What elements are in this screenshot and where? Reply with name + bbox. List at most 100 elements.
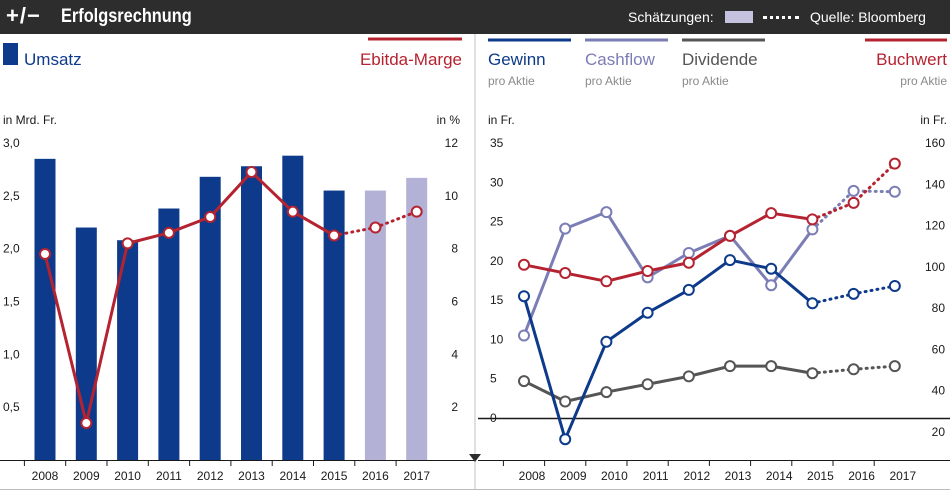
umsatz-bar — [34, 158, 56, 460]
x-tick-label: 2009 — [560, 469, 587, 483]
legend-ebitda-marge: Ebitda-Marge — [360, 50, 462, 69]
right-y-ticks: 2 4 6 8 10 12 — [445, 136, 459, 414]
chart-title: Erfolgsrechnung — [61, 6, 192, 27]
ebitda-point — [328, 229, 341, 242]
plus-minus-icon: +/− — [6, 3, 41, 28]
gewinn-point — [724, 254, 736, 267]
ebitda-line — [43, 170, 335, 425]
right-axis-label: in % — [437, 113, 461, 127]
title-bar: +/− Erfolgsrechnung Schätzungen: Quelle:… — [0, 0, 950, 34]
ebitda-point — [39, 247, 51, 260]
ebitda-point — [410, 205, 423, 218]
gewinn-point — [518, 290, 530, 303]
right-y-tick-label: 120 — [925, 219, 945, 233]
gewinn-point — [641, 306, 654, 319]
x-tick-label: 2015 — [321, 469, 348, 483]
dividende-point — [559, 395, 572, 408]
buchwert-point — [682, 256, 695, 269]
source-label: Quelle: Bloomberg — [810, 9, 926, 25]
buchwert-point — [765, 207, 778, 220]
gewinn-point — [888, 280, 901, 292]
right-y-tick-label: 4 — [451, 347, 458, 361]
per-share-lines — [518, 157, 901, 446]
buchwert-point — [600, 275, 613, 288]
left-y-ticks-2: 05101520253035 — [490, 136, 504, 425]
buchwert-point — [518, 258, 530, 271]
right-y-tick-label: 60 — [932, 342, 946, 356]
left-y-tick-label: 1,0 — [3, 347, 20, 361]
x-tick-label: 2017 — [889, 469, 916, 483]
right-y-tick-label: 2 — [451, 400, 458, 414]
legend-dividende-subtitle: pro Aktie — [682, 74, 729, 88]
right-y-tick-label: 8 — [451, 242, 458, 256]
right-y-ticks-2: 20 40 60 80 100 120 140 160 — [925, 136, 945, 439]
x-tick-label: 2014 — [766, 469, 793, 483]
left-y-ticks: 0,5 1,0 1,5 2,0 2,5 3,0 — [3, 136, 20, 414]
legend-dividende: Dividende — [682, 50, 758, 69]
gewinn-point — [806, 297, 819, 310]
right-y-tick-label: 80 — [932, 301, 946, 315]
ebitda-point — [286, 205, 299, 218]
umsatz-bars — [34, 155, 428, 461]
estimate-bar-swatch — [725, 11, 753, 23]
buchwert-point — [724, 229, 736, 242]
legend-buchwert-subtitle: pro Aktie — [900, 74, 947, 88]
legend-buchwert: Buchwert — [876, 50, 947, 69]
x-tick-label: 2015 — [807, 469, 834, 483]
umsatz-bar — [282, 155, 304, 460]
x-tick-label: 2008 — [519, 469, 546, 483]
dividende-point — [847, 363, 860, 376]
right-y-tick-label: 20 — [932, 425, 946, 439]
cashflow-point — [806, 223, 819, 236]
buchwert-point — [806, 213, 819, 226]
dividende-point — [724, 360, 736, 373]
buchwert-point — [641, 264, 654, 277]
right-y-tick-label: 160 — [925, 136, 945, 150]
x-tick-label: 2009 — [73, 469, 100, 483]
left-y-tick-label: 0,5 — [3, 400, 20, 414]
dividende-point — [765, 360, 778, 373]
buchwert-line — [523, 211, 813, 283]
left-axis-label: in Mrd. Fr. — [3, 113, 57, 127]
x-tick-label: 2010 — [114, 469, 141, 483]
right-axis-label-2: in Fr. — [920, 113, 947, 127]
legend-umsatz-swatch — [3, 43, 18, 65]
ebitda-point — [204, 210, 217, 223]
legend-cashflow: Cashflow — [585, 50, 656, 69]
cashflow-point — [600, 206, 613, 219]
ebitda-point — [369, 221, 382, 234]
x-ticks-2: 2008 2009 2010 2011 2012 2013 2014 2015 2016 2017 — [478, 460, 950, 483]
buchwert-point — [559, 267, 572, 280]
dividende-point — [888, 360, 901, 373]
umsatz-bar — [117, 240, 139, 460]
buchwert-point — [847, 196, 860, 209]
x-tick-label: 2016 — [848, 469, 875, 483]
left-y-tick-label: 3,0 — [3, 136, 20, 150]
umsatz-bar — [241, 166, 262, 460]
x-ticks: 2008 2009 2010 2011 2012 2013 2014 2015 2016 2017 — [0, 460, 474, 483]
gewinn-point — [847, 287, 860, 300]
umsatz-bar — [158, 208, 180, 460]
left-y-tick-label: 2,0 — [3, 242, 20, 256]
gewinn-point — [600, 335, 613, 348]
left-y-tick-label: 15 — [490, 293, 504, 307]
legend-gewinn: Gewinn — [488, 50, 546, 69]
dividende-point — [518, 375, 530, 388]
umsatz-bar-estimate — [406, 177, 428, 460]
estimates-label: Schätzungen: — [628, 9, 714, 25]
cashflow-line — [522, 210, 814, 337]
x-tick-label: 2013 — [238, 469, 265, 483]
cashflow-point — [559, 222, 572, 235]
ebitda-point — [162, 226, 175, 239]
x-tick-label: 2013 — [725, 469, 752, 483]
left-y-tick-label: 20 — [490, 254, 504, 268]
x-tick-label: 2011 — [156, 469, 182, 483]
right-y-tick-label: 6 — [451, 295, 458, 309]
cashflow-point — [682, 247, 695, 259]
left-y-tick-label: 1,5 — [3, 295, 20, 309]
estimate-line-swatch — [763, 16, 799, 19]
x-tick-label: 2011 — [643, 469, 669, 483]
left-y-tick-label: 25 — [490, 215, 504, 229]
ebitda-line — [39, 166, 423, 430]
